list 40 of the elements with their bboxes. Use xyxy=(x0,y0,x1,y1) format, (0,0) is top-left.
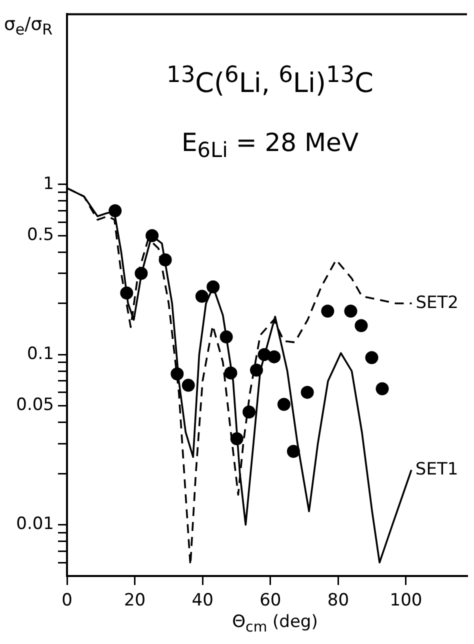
point xyxy=(321,304,334,318)
point xyxy=(286,444,300,458)
point xyxy=(170,367,184,380)
x-tick-label: 0 xyxy=(62,590,72,611)
y-axis-title: σ$_{e}$/σ$_{R}$ xyxy=(4,14,53,39)
x-tick-label: 20 xyxy=(124,590,146,611)
x-tick-label: 80 xyxy=(327,590,350,611)
point xyxy=(224,366,238,380)
point xyxy=(268,350,281,364)
text: E$_{6Li}$ = 28 MeV xyxy=(180,128,360,162)
point xyxy=(120,286,134,300)
point xyxy=(134,266,148,280)
point xyxy=(300,386,314,399)
point xyxy=(344,304,358,318)
point xyxy=(146,229,159,242)
point xyxy=(277,398,290,411)
x-tick-label: 60 xyxy=(260,590,282,611)
point xyxy=(206,280,220,294)
point xyxy=(158,253,172,266)
text: $^{13}$C($^{6}$Li, $^{6}$Li)$^{13}$C xyxy=(166,62,374,99)
series-label: SET2 xyxy=(416,292,458,313)
y-tick-label: 0.5 xyxy=(26,225,54,246)
point xyxy=(354,319,368,332)
x-tick-label: 100 xyxy=(390,590,422,611)
point xyxy=(108,204,122,218)
point xyxy=(220,330,233,344)
point xyxy=(242,405,256,418)
point xyxy=(195,290,208,303)
y-tick-label: 0.01 xyxy=(16,514,54,534)
point xyxy=(230,432,244,446)
x-axis-title: Θ$_{cm}$ (deg) xyxy=(231,612,319,636)
point xyxy=(376,382,389,396)
y-tick-label: 1 xyxy=(43,174,54,194)
point xyxy=(182,378,195,392)
point xyxy=(365,351,378,364)
series-label: SET1 xyxy=(415,459,458,480)
point xyxy=(250,364,263,377)
x-tick-label: 40 xyxy=(192,590,214,611)
y-tick-label: 0.1 xyxy=(26,344,54,364)
y-tick-label: 0.05 xyxy=(16,395,54,416)
